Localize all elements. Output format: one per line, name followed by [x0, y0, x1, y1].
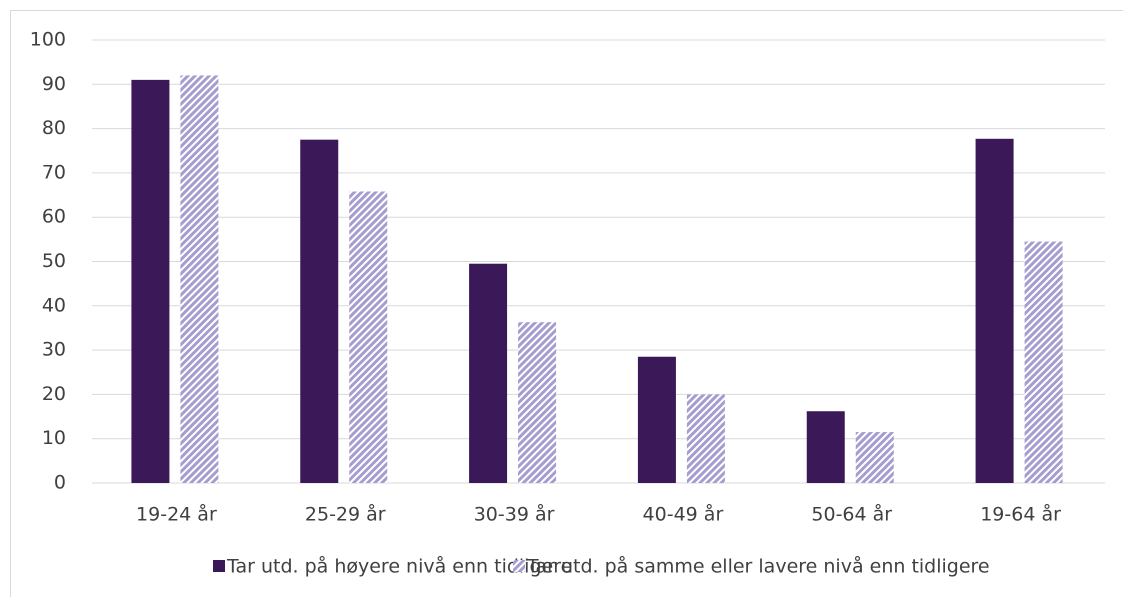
y-tick-label: 30: [42, 339, 66, 361]
bar: [855, 432, 894, 483]
legend-label: Tar utd. på samme eller lavere nivå enn …: [526, 555, 990, 578]
y-tick-label: 10: [42, 427, 66, 449]
bar: [637, 356, 676, 483]
bar: [975, 138, 1014, 483]
y-tick-label: 90: [42, 73, 66, 95]
y-tick-label: 60: [42, 206, 66, 228]
y-tick-label: 0: [54, 472, 66, 494]
x-tick-label: 25-29 år: [305, 503, 386, 526]
legend-marker: [213, 560, 225, 572]
y-tick-label: 40: [42, 294, 66, 316]
bar: [806, 411, 845, 483]
bar: [518, 322, 557, 483]
legend-label: Tar utd. på høyere nivå enn tidligere: [226, 555, 572, 578]
y-tick-label: 80: [42, 117, 66, 139]
y-tick-label: 20: [42, 383, 66, 405]
x-tick-label: 19-24 år: [136, 503, 217, 526]
bar: [686, 394, 725, 483]
bar: [1024, 241, 1063, 483]
bar: [469, 263, 508, 483]
x-tick-label: 50-64 år: [811, 503, 892, 526]
frame: [10, 10, 1123, 597]
bar: [300, 139, 339, 484]
legend-marker: [513, 560, 525, 572]
bar: [180, 75, 219, 483]
bar: [349, 191, 388, 484]
x-tick-label: 19-64 år: [980, 503, 1061, 526]
x-tick-label: 40-49 år: [643, 503, 724, 526]
x-tick-label: 30-39 år: [474, 503, 555, 526]
bar: [131, 79, 170, 484]
y-tick-label: 70: [42, 161, 66, 183]
y-tick-label: 100: [30, 29, 66, 51]
y-tick-label: 50: [42, 250, 66, 272]
